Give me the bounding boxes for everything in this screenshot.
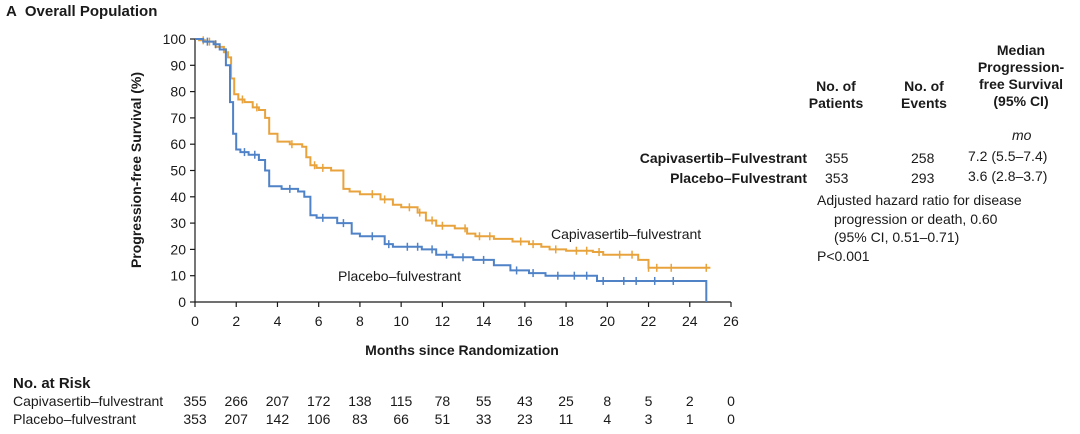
at-risk-value: 0 [727, 393, 735, 409]
p-value: P<0.001 [817, 248, 870, 264]
panel-title: A Overall Population [6, 3, 157, 20]
y-tick-label: 100 [163, 31, 187, 47]
chart-curves [195, 36, 711, 302]
at-risk-title: No. at Risk [13, 375, 91, 392]
header-patients: No. of Patients [808, 78, 864, 111]
header-median-pfs: Median Progression- free Survival (95% C… [977, 42, 1065, 109]
x-tick-label: 10 [393, 313, 409, 329]
at-risk-value: 8 [603, 393, 612, 409]
curve-label-placebo: Placebo–fulvestrant [338, 268, 461, 284]
at-risk-value: 106 [307, 411, 331, 427]
x-tick-label: 16 [517, 313, 533, 329]
y-tick-label: 50 [170, 163, 186, 179]
x-tick-label: 26 [723, 313, 739, 329]
y-tick-label: 70 [170, 110, 186, 126]
at-risk-value: 355 [183, 393, 207, 409]
at-risk-value: 23 [517, 411, 533, 427]
at-risk-value: 33 [475, 411, 492, 427]
hazard-ratio-line-3: (95% CI, 0.51–0.71) [834, 229, 960, 245]
at-risk-value: 5 [644, 393, 653, 409]
median-unit: mo [1012, 127, 1032, 143]
panel-title-text: Overall Population [24, 3, 158, 20]
y-tick-label: 20 [170, 241, 186, 257]
x-tick-label: 14 [476, 313, 492, 329]
at-risk-value: 266 [224, 393, 248, 409]
x-tick-label: 0 [191, 313, 199, 329]
header-events: No. of Events [901, 78, 947, 111]
at-risk-value: 207 [265, 393, 290, 409]
x-tick-label: 12 [435, 313, 451, 329]
at-risk-value: 43 [517, 393, 533, 409]
x-tick-label: 22 [641, 313, 657, 329]
at-risk-value: 0 [727, 411, 735, 427]
x-tick-label: 2 [232, 313, 240, 329]
at-risk-value: 142 [265, 411, 290, 427]
x-axis-label: Months since Randomization [365, 342, 559, 358]
row-name-capivasertib: Capivasertib–Fulvestrant [639, 150, 807, 166]
at-risk-value: 3 [644, 411, 653, 427]
at-risk-label-capivasertib: Capivasertib–fulvestrant [13, 393, 164, 409]
y-tick-label: 0 [178, 294, 186, 310]
row-median-placebo: 3.6 (2.8–3.7) [968, 168, 1048, 184]
series-line-placebo [195, 38, 708, 302]
row-events-placebo: 293 [911, 170, 935, 186]
hazard-ratio-line-1: Adjusted hazard ratio for disease [817, 192, 1022, 208]
row-name-placebo: Placebo–Fulvestrant [670, 170, 807, 186]
y-tick-label: 80 [170, 84, 186, 100]
at-risk-value: 51 [434, 411, 451, 427]
at-risk-value: 4 [603, 411, 612, 427]
panel-letter: A [6, 3, 17, 20]
y-tick-label: 60 [170, 136, 186, 152]
x-tick-label: 24 [682, 313, 698, 329]
x-tick-label: 4 [274, 313, 282, 329]
at-risk-value: 83 [352, 411, 368, 427]
hazard-ratio-line-2: progression or death, 0.60 [834, 211, 998, 227]
row-patients-capivasertib: 355 [825, 150, 849, 166]
row-patients-placebo: 353 [825, 170, 849, 186]
row-median-capivasertib: 7.2 (5.5–7.4) [968, 148, 1048, 164]
at-risk-value: 78 [434, 393, 451, 409]
y-axis-label: Progression-free Survival (%) [128, 72, 144, 268]
x-tick-label: 8 [356, 313, 364, 329]
at-risk-value: 11 [558, 411, 574, 427]
curve-label-capivasertib: Capivasertib–fulvestrant [551, 226, 701, 242]
y-tick-label: 40 [170, 189, 186, 205]
at-risk-value: 2 [685, 393, 694, 409]
at-risk-value: 138 [348, 393, 372, 409]
x-tick-label: 18 [558, 313, 574, 329]
y-tick-label: 30 [170, 215, 186, 231]
at-risk-value: 353 [183, 411, 207, 427]
x-tick-label: 20 [600, 313, 616, 329]
at-risk-value: 55 [475, 393, 492, 409]
y-tick-label: 10 [170, 268, 186, 284]
at-risk-label-placebo: Placebo–fulvestrant [13, 411, 136, 427]
row-events-capivasertib: 258 [911, 150, 935, 166]
at-risk-value: 66 [393, 411, 409, 427]
x-tick-label: 6 [315, 313, 323, 329]
at-risk-value: 115 [389, 393, 413, 409]
at-risk-value: 1 [685, 411, 694, 427]
series-line-capivasertib [195, 38, 711, 269]
y-tick-label: 90 [170, 57, 186, 73]
at-risk-value: 207 [224, 411, 248, 427]
at-risk-value: 25 [558, 393, 574, 409]
at-risk-value: 172 [307, 393, 331, 409]
